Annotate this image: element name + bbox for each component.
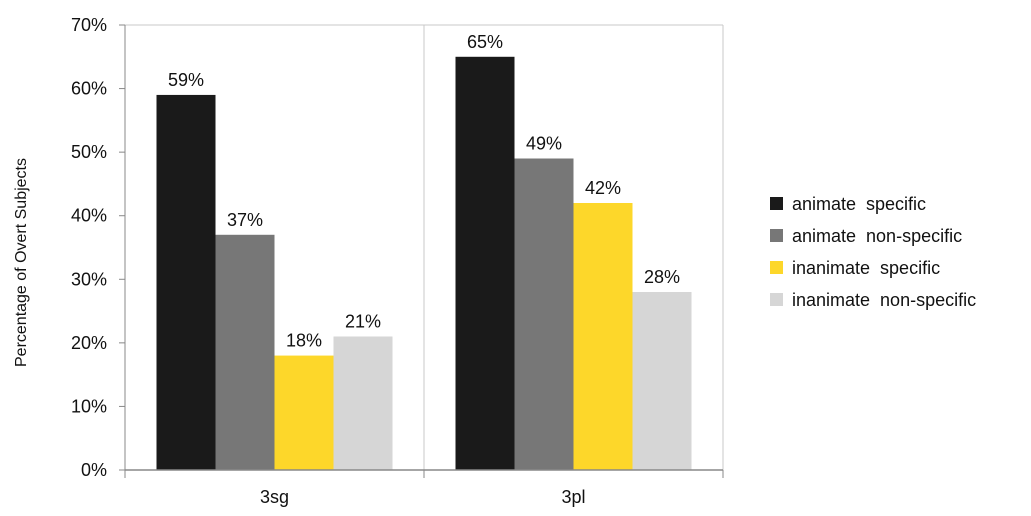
bars	[156, 56, 692, 471]
data-label: 21%	[345, 312, 381, 332]
bar-3pl-series-1	[514, 158, 574, 470]
data-labels: 59% 37% 18% 21% 65% 49% 42% 28%	[168, 32, 680, 351]
axes: 0% 10% 20% 30% 40% 50% 60% 70% 3sg 3pl	[71, 15, 724, 507]
bar-3sg-series-3	[333, 336, 393, 470]
legend-swatch	[770, 261, 783, 274]
legend-swatch	[770, 229, 783, 242]
bar-3sg-series-0	[156, 94, 216, 470]
legend-label: inanimate non-specific	[792, 290, 976, 310]
y-tick-label: 30%	[71, 269, 107, 289]
data-label: 65%	[467, 32, 503, 52]
x-category-label: 3pl	[561, 487, 585, 507]
data-label: 49%	[526, 134, 562, 154]
bar-3sg-series-2	[274, 355, 334, 470]
y-tick-label: 60%	[71, 79, 107, 99]
y-tick-label: 40%	[71, 206, 107, 226]
legend-label: animate specific	[792, 194, 926, 214]
bar-3pl-series-3	[632, 292, 692, 470]
data-label: 37%	[227, 210, 263, 230]
data-label: 42%	[585, 178, 621, 198]
legend-label: inanimate specific	[792, 258, 940, 278]
x-category-label: 3sg	[260, 487, 289, 507]
y-tick-label: 70%	[71, 15, 107, 35]
y-axis-title: Percentage of Overt Subjects	[13, 158, 30, 367]
bar-3pl-series-2	[573, 203, 633, 470]
data-label: 28%	[644, 267, 680, 287]
data-label: 18%	[286, 331, 322, 351]
data-label: 59%	[168, 70, 204, 90]
legend: animate specific animate non-specific inan…	[770, 194, 976, 310]
bar-3pl-series-0	[455, 56, 515, 471]
bar-3sg-series-1	[215, 234, 275, 470]
legend-swatch	[770, 197, 783, 210]
legend-swatch	[770, 293, 783, 306]
y-tick-label: 0%	[81, 460, 107, 480]
legend-label: animate non-specific	[792, 226, 962, 246]
y-tick-label: 20%	[71, 333, 107, 353]
y-tick-label: 10%	[71, 396, 107, 416]
y-tick-label: 50%	[71, 142, 107, 162]
